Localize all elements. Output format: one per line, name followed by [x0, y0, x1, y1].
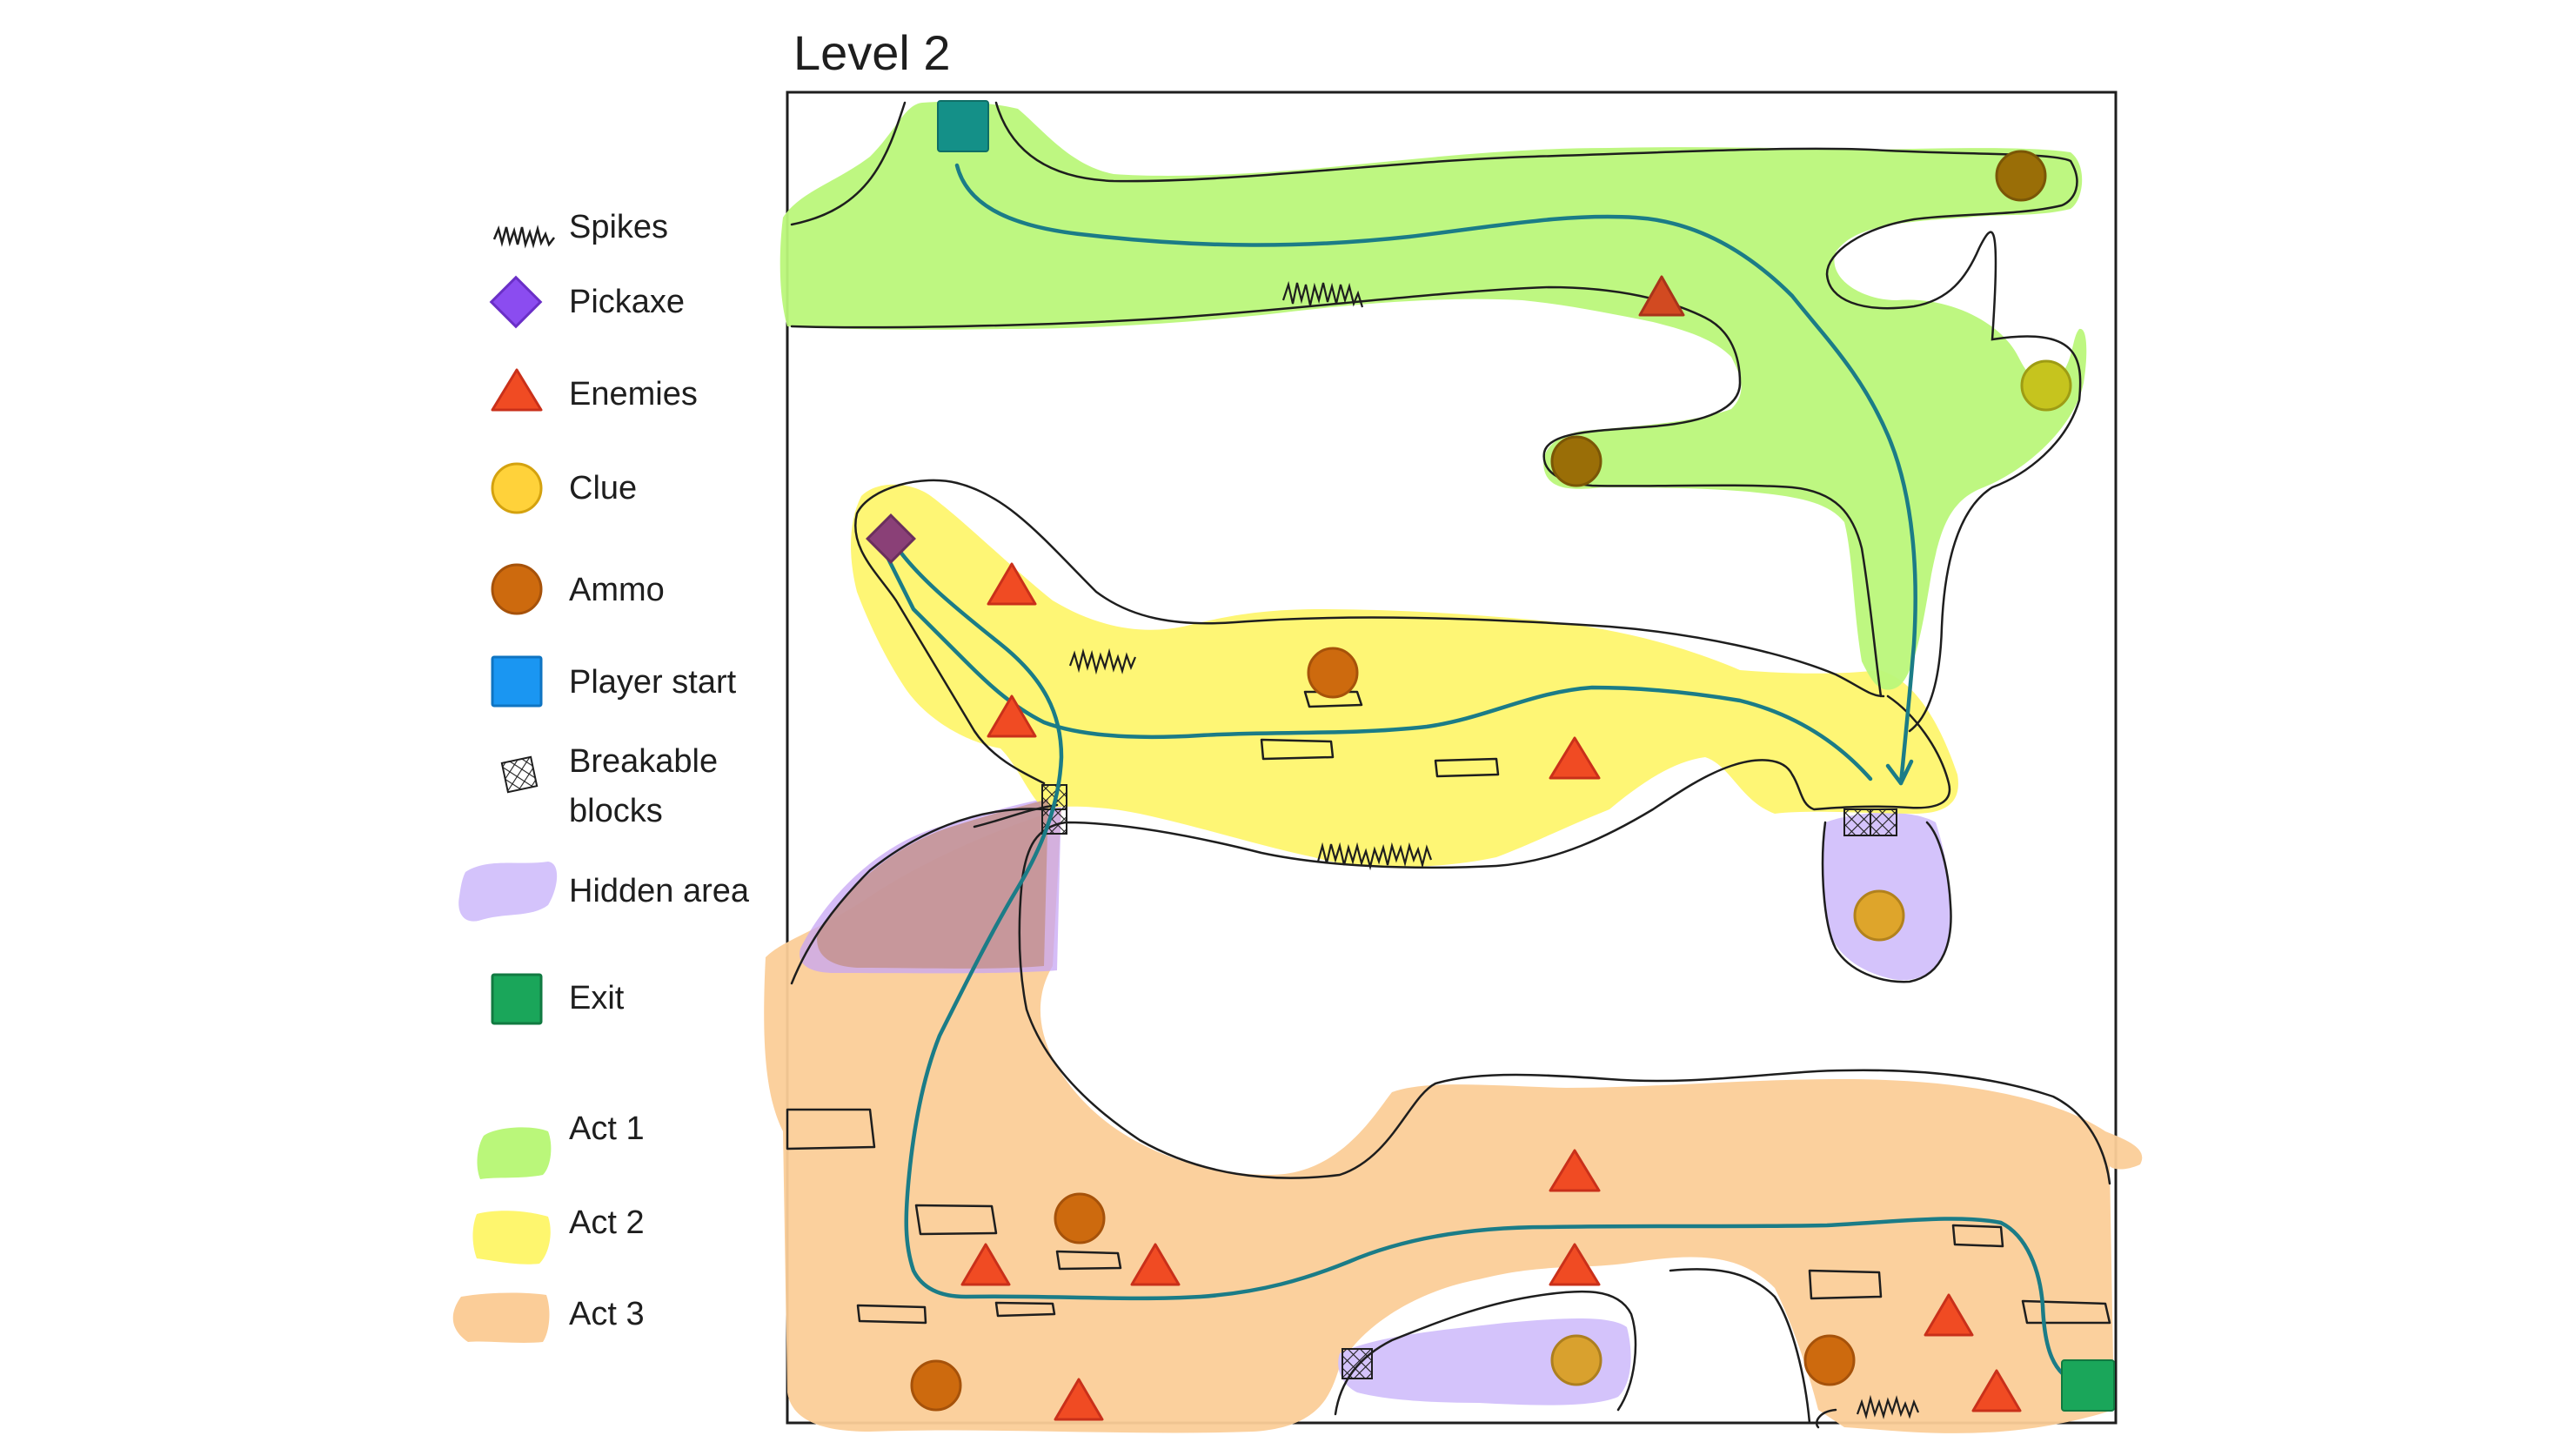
- clue: [1853, 889, 1905, 942]
- enemy: [1971, 1369, 2022, 1412]
- enemies: [960, 275, 2022, 1421]
- ammo: [1307, 647, 1359, 699]
- hidden-area-swatch: [458, 862, 558, 922]
- level-title: Level 2: [793, 25, 951, 80]
- legend-label-spikes: Spikes: [569, 209, 669, 245]
- legend-label-clue: Clue: [569, 470, 638, 506]
- legend-label-breakable-line1: Breakable: [569, 743, 719, 780]
- hidden-area-bottom: [1338, 1318, 1631, 1405]
- breakable-block-icon: [500, 755, 539, 794]
- spikes-bottom: [1856, 1394, 1920, 1420]
- act3-swatch: [452, 1292, 550, 1343]
- act2-swatch: [472, 1211, 551, 1265]
- enemy: [1130, 1243, 1181, 1286]
- clue: [1550, 1334, 1602, 1386]
- act1-region: [779, 101, 2087, 690]
- enemy: [1638, 275, 1685, 317]
- enemy: [1054, 1378, 1104, 1421]
- spikes-icon: [492, 225, 555, 249]
- pickaxe-icon: [489, 275, 543, 329]
- enemy: [987, 562, 1037, 606]
- breakable-blocks: [1041, 784, 1897, 1379]
- act2-region: [851, 484, 1958, 868]
- enemy: [1924, 1293, 1974, 1337]
- enemy: [1549, 736, 1601, 780]
- breakable-block: [1870, 808, 1897, 836]
- player-start-marker: [937, 100, 989, 152]
- exit-square-icon: [491, 973, 543, 1025]
- legend-label-pickaxe: Pickaxe: [569, 284, 686, 320]
- enemy: [987, 694, 1037, 738]
- ammo: [910, 1359, 962, 1412]
- legend-label-act2: Act 2: [569, 1204, 645, 1241]
- act1-swatch: [477, 1127, 552, 1179]
- map-outlines: [790, 101, 2111, 1429]
- spikes: [1068, 280, 1920, 1420]
- legend-label-breakable-line2: blocks: [569, 793, 663, 829]
- breakable-block: [1342, 1348, 1373, 1379]
- ammo: [1995, 150, 2047, 202]
- player-start-square-icon: [491, 655, 543, 708]
- ammo-items: [910, 150, 2047, 1412]
- legend-label-exit: Exit: [569, 980, 625, 1016]
- legend-icons: [452, 225, 558, 1343]
- platforms: [786, 690, 2111, 1325]
- level-frame: [786, 91, 2118, 1425]
- ammo: [1550, 435, 1602, 487]
- act3-region: [764, 809, 2143, 1433]
- legend-label-act1: Act 1: [569, 1110, 645, 1147]
- legend-label-ammo: Ammo: [569, 572, 665, 608]
- legend-label-player-start: Player start: [569, 664, 737, 701]
- enemy: [1549, 1149, 1601, 1192]
- pickaxe-marker: [866, 513, 916, 564]
- enemy: [960, 1243, 1011, 1286]
- ammo: [1803, 1334, 1856, 1386]
- clue-items: [1550, 359, 2072, 1386]
- spikes-mid: [1068, 647, 1137, 675]
- player-path: [879, 163, 2082, 1386]
- spikes-lower: [1316, 842, 1433, 871]
- exit-marker: [2061, 1359, 2115, 1412]
- ammo-circle-icon: [491, 563, 543, 615]
- clue-circle-icon: [491, 462, 543, 514]
- enemy-triangle-icon: [491, 368, 543, 412]
- legend-label-hidden-area: Hidden area: [569, 873, 750, 909]
- ammo: [1054, 1192, 1106, 1244]
- legend-label-enemies: Enemies: [569, 376, 698, 413]
- legend-label-act3: Act 3: [569, 1296, 645, 1332]
- breakable-block: [1843, 808, 1871, 836]
- spikes-top: [1281, 280, 1364, 308]
- enemy: [1549, 1243, 1601, 1286]
- hidden-overlap: [817, 799, 1048, 969]
- clue: [2020, 359, 2072, 412]
